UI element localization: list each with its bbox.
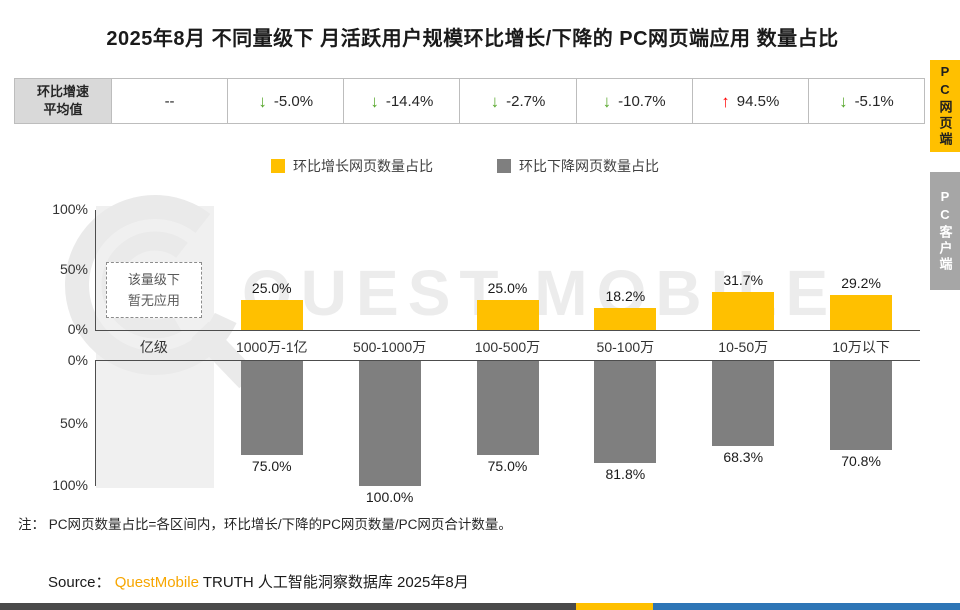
growth-bar-value: 25.0% — [487, 280, 528, 296]
decline-bar-value: 75.0% — [251, 457, 292, 474]
footer-bar-segment — [576, 603, 653, 610]
growth-bar-value: 29.2% — [841, 274, 881, 291]
arrow-down-icon: ↓ — [602, 91, 612, 111]
decline-bar-value: 81.8% — [605, 466, 646, 483]
y-tick-label: 0% — [67, 321, 88, 337]
legend-item: 环比下降网页数量占比 — [497, 156, 659, 176]
empty-tier-note-line: 暂无应用 — [127, 293, 180, 308]
legend-swatch-icon — [497, 159, 511, 173]
y-tick-label: 100% — [52, 201, 88, 217]
footer-bar-segment — [0, 603, 576, 610]
legend: 环比增长网页数量占比 环比下降网页数量占比 — [0, 156, 930, 176]
decline-bar — [594, 361, 657, 464]
y-tick-label: 0% — [67, 352, 88, 368]
decline-bar-value: 75.0% — [487, 457, 528, 474]
cell-value: -2.7% — [506, 92, 546, 110]
summary-table: 环比增速 平均值 -- ↓ -5.0% ↓ -14.4% ↓ -2.7% ↓ -10.7% ↑ 94… — [14, 78, 925, 124]
source-rest: TRUTH 人工智能洞察数据库 2025年8月 — [202, 574, 469, 591]
cell-value: -5.1% — [854, 92, 894, 110]
growth-bar — [712, 291, 775, 330]
growth-bar — [240, 300, 303, 330]
summary-table-cell: ↓ -14.4% — [344, 79, 461, 123]
row-label-line2: 平均值 — [43, 102, 83, 117]
tab-pc-web[interactable]: PC网页端 — [930, 60, 960, 152]
footer-bar-segment — [652, 603, 960, 610]
empty-tier-note-line: 该量级下 — [127, 271, 180, 287]
arrow-down-icon: ↓ — [370, 91, 379, 111]
y-tick-label: 100% — [52, 477, 88, 493]
empty-tier-note: 该量级下 暂无应用 — [105, 262, 202, 318]
cell-value: -10.7% — [618, 92, 666, 110]
arrow-up-icon: ↑ — [721, 91, 730, 111]
decline-bar-value: 100.0% — [365, 489, 414, 505]
growth-bar-value: 31.7% — [723, 271, 764, 288]
growth-bar-value: 18.2% — [605, 288, 646, 305]
row-label-line1: 环比增速 — [36, 84, 89, 100]
growth-bar — [830, 294, 893, 330]
category-label: 50-100万 — [596, 339, 655, 355]
summary-table-cell: ↓ -2.7% — [460, 79, 577, 123]
source-line: Source： QuestMobile TRUTH 人工智能洞察数据库 2025… — [48, 571, 469, 592]
category-label: 10-50万 — [718, 339, 769, 355]
arrow-down-icon: ↓ — [490, 91, 500, 111]
top-axis-line — [95, 330, 920, 331]
legend-label: 环比增长网页数量占比 — [293, 158, 433, 174]
summary-table-cell: ↓ -10.7% — [577, 79, 693, 123]
category-label: 100-500万 — [474, 339, 541, 355]
growth-bar — [594, 308, 657, 330]
growth-bar — [476, 300, 539, 330]
cell-value: -14.4% — [385, 92, 434, 110]
cell-value: -- — [164, 92, 175, 110]
footer-bar — [0, 603, 960, 610]
summary-table-cell: ↑ 94.5% — [693, 79, 809, 123]
summary-table-cell: ↓ -5.0% — [228, 79, 345, 123]
bottom-axis-line — [95, 360, 920, 361]
legend-label: 环比下降网页数量占比 — [519, 158, 659, 174]
legend-item: 环比增长网页数量占比 — [271, 156, 433, 176]
footnote: 注： PC网页数量占比=各区间内，环比增长/下降的PC网页数量/PC网页合计数量… — [18, 517, 512, 532]
growth-bar-value: 25.0% — [251, 280, 292, 296]
category-label: 亿级 — [139, 339, 168, 355]
bottom-y-axis-line — [95, 360, 96, 486]
y-tick-label: 50% — [59, 414, 88, 431]
decline-bar-value: 68.3% — [723, 449, 764, 466]
source-brand: QuestMobile — [114, 574, 199, 591]
decline-bar-value: 70.8% — [841, 452, 881, 469]
arrow-down-icon: ↓ — [839, 91, 848, 111]
summary-table-row-label: 环比增速 平均值 — [15, 79, 112, 123]
page-title: 2025年8月 不同量级下 月活跃用户规模环比增长/下降的 PC网页端应用 数量… — [106, 28, 839, 50]
cell-value: 94.5% — [736, 92, 780, 110]
decline-bar — [358, 361, 421, 486]
summary-table-cells: -- ↓ -5.0% ↓ -14.4% ↓ -2.7% ↓ -10.7% ↑ 94.5% ↓ -5.1% — [112, 79, 924, 123]
category-label: 10万以下 — [832, 339, 890, 355]
decline-bar — [240, 361, 303, 455]
arrow-down-icon: ↓ — [258, 91, 267, 111]
source-prefix: Source： — [48, 574, 111, 591]
summary-table-cell: ↓ -5.1% — [809, 79, 924, 123]
y-tick-label: 50% — [59, 261, 88, 277]
summary-table-cell: -- — [112, 79, 229, 123]
decline-bar — [712, 361, 775, 447]
category-label: 500-1000万 — [353, 339, 427, 355]
decline-bar — [476, 361, 539, 455]
decline-bar — [830, 361, 893, 450]
cell-value: -5.0% — [273, 92, 314, 110]
legend-swatch-icon — [271, 159, 285, 173]
category-label: 1000万-1亿 — [235, 339, 308, 355]
top-y-axis-line — [95, 210, 96, 330]
tab-pc-client[interactable]: PC客户端 — [930, 172, 960, 290]
